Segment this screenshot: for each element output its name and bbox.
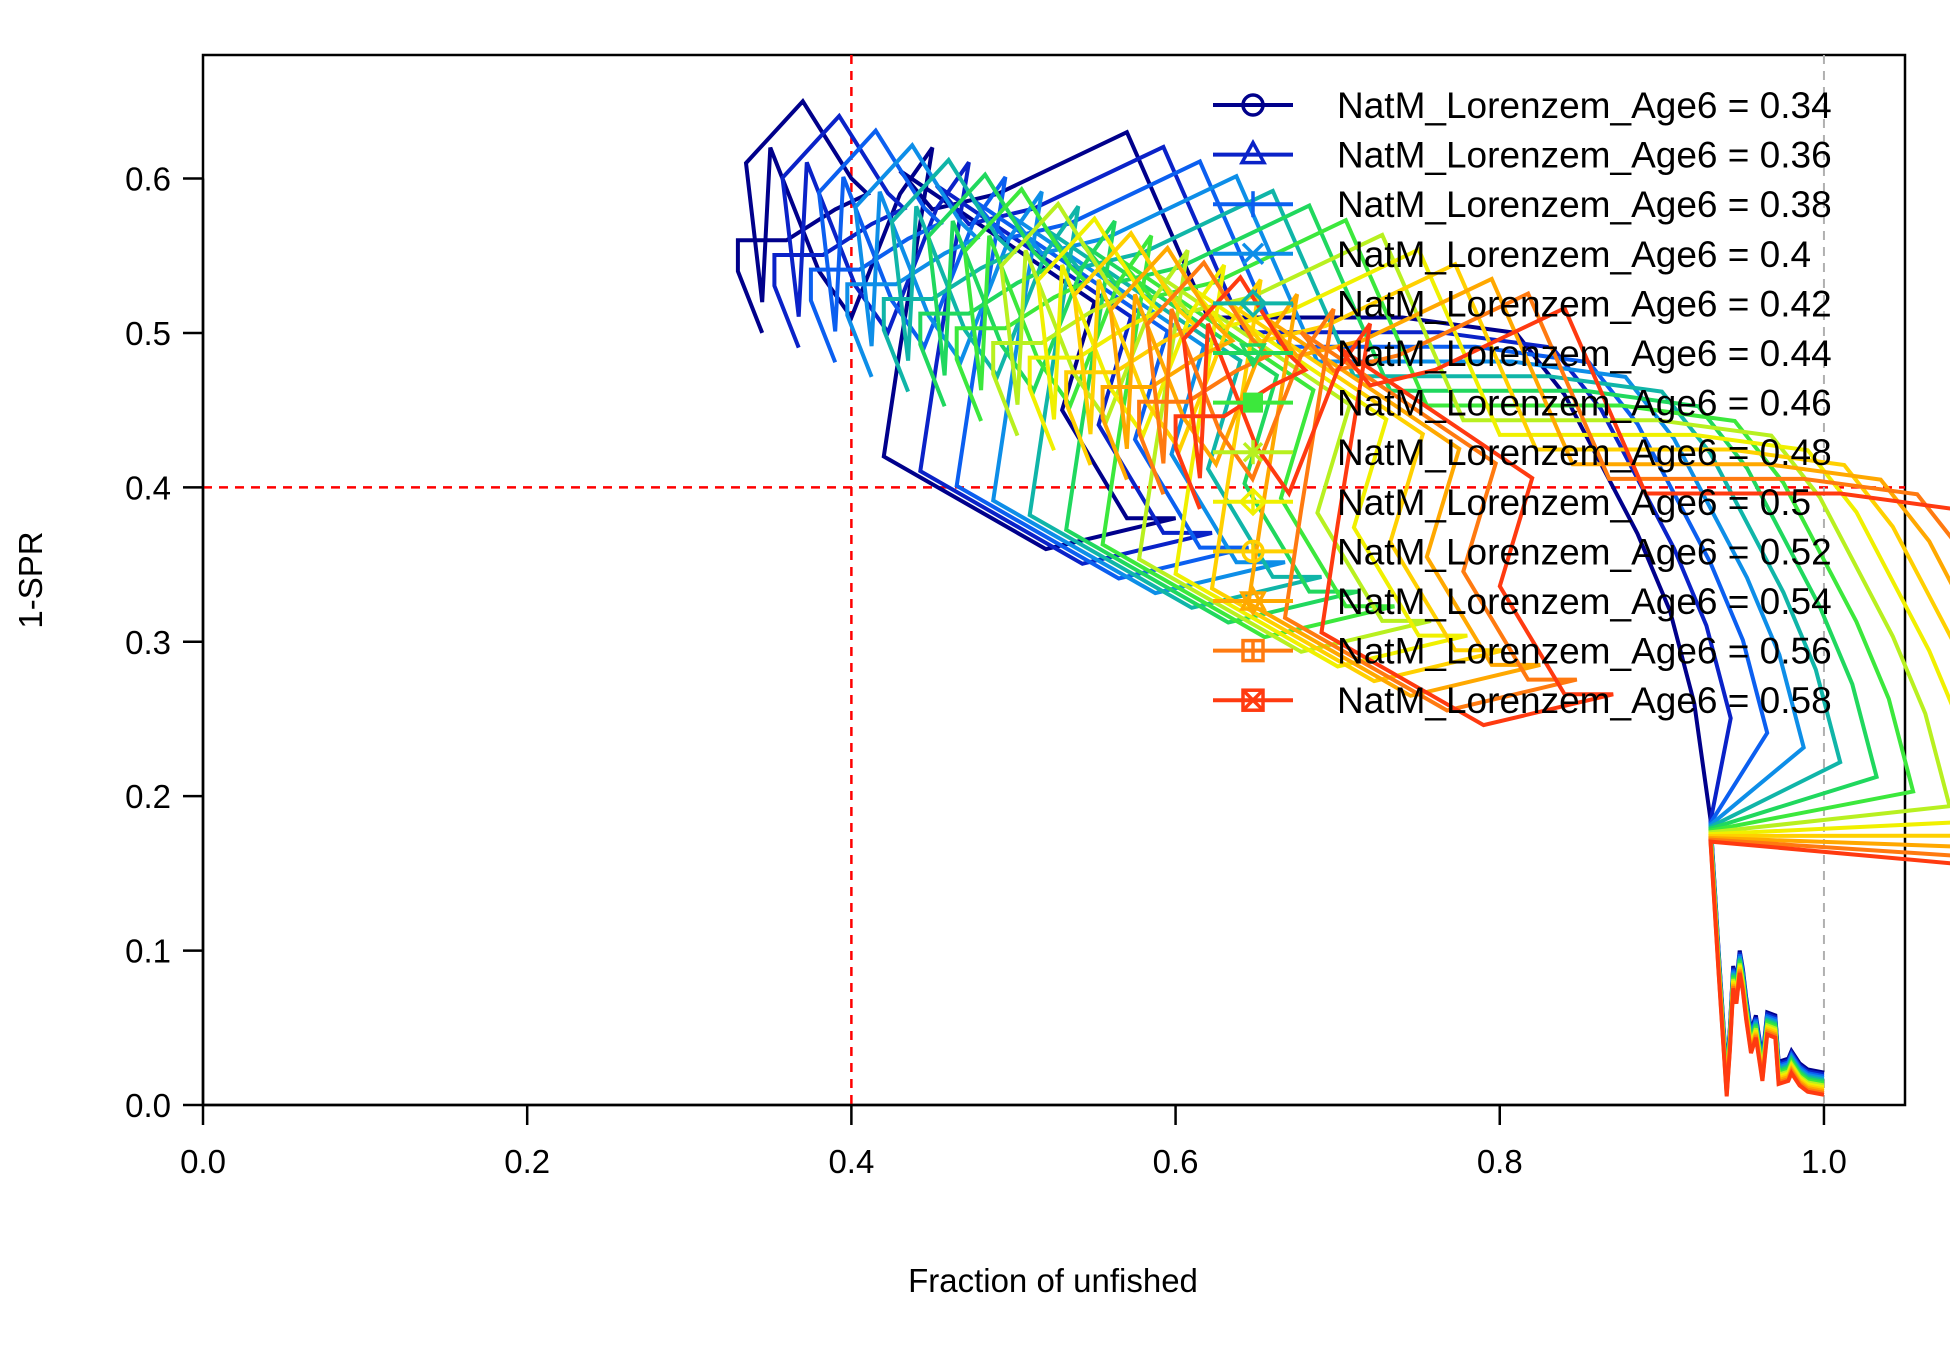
legend-label: NatM_Lorenzem_Age6 = 0.38 (1337, 184, 1832, 225)
legend-marker (1243, 392, 1263, 413)
legend-marker (1239, 585, 1267, 611)
legend-marker (1239, 343, 1267, 369)
legend-label: NatM_Lorenzem_Age6 = 0.48 (1337, 432, 1832, 473)
series-layer (735, 98, 1950, 1097)
legend-marker (1239, 591, 1267, 617)
series-line-11 (1100, 244, 1950, 1094)
legend-marker (1241, 688, 1265, 712)
legend-item: NatM_Lorenzem_Age6 = 0.44 (1213, 333, 1832, 374)
series-line-12 (1137, 259, 1950, 1095)
legend: NatM_Lorenzem_Age6 = 0.34 NatM_Lorenzem_A… (1213, 85, 1832, 721)
legend-label: NatM_Lorenzem_Age6 = 0.4 (1337, 234, 1811, 275)
legend-item: NatM_Lorenzem_Age6 = 0.4 (1213, 234, 1811, 275)
x-axis: 0.0 0.2 0.4 0.6 0.8 1.0 (180, 1103, 1847, 1180)
legend-marker (1241, 688, 1265, 712)
y-axis: 0.0 0.1 0.2 0.3 0.4 0.5 0.6 (125, 161, 205, 1124)
legend-marker (1238, 288, 1268, 318)
series-line-4 (845, 142, 1825, 1081)
x-tick-label: 0.8 (1477, 1143, 1523, 1180)
series-line-6 (918, 171, 1880, 1084)
legend-marker (1241, 93, 1265, 117)
series-line-10 (1064, 230, 1950, 1092)
legend-label: NatM_Lorenzem_Age6 = 0.44 (1337, 333, 1832, 374)
legend-marker (1241, 242, 1265, 266)
legend-marker (1242, 441, 1264, 463)
legend-item: NatM_Lorenzem_Age6 = 0.38 (1213, 184, 1832, 225)
x-tick-label: 1.0 (1801, 1143, 1847, 1180)
legend-label: NatM_Lorenzem_Age6 = 0.56 (1337, 631, 1832, 672)
series-line-1 (735, 98, 1825, 1075)
legend-label: NatM_Lorenzem_Age6 = 0.46 (1337, 383, 1832, 424)
reference-lines (203, 55, 1905, 1105)
series-line-3 (808, 127, 1825, 1079)
x-tick-label: 0.6 (1153, 1143, 1199, 1180)
y-tick-label: 0.1 (125, 933, 171, 970)
legend-label: NatM_Lorenzem_Age6 = 0.54 (1337, 581, 1832, 622)
legend-item: NatM_Lorenzem_Age6 = 0.48 (1213, 432, 1832, 473)
y-tick-label: 0.3 (125, 624, 171, 661)
x-tick-label: 0.2 (504, 1143, 550, 1180)
legend-label: NatM_Lorenzem_Age6 = 0.36 (1337, 135, 1832, 176)
x-axis-label: Fraction of unfished (908, 1262, 1198, 1299)
legend-label: NatM_Lorenzem_Age6 = 0.5 (1337, 482, 1811, 523)
legend-item: NatM_Lorenzem_Age6 = 0.34 (1213, 85, 1832, 126)
legend-label: NatM_Lorenzem_Age6 = 0.52 (1337, 531, 1832, 572)
legend-label: NatM_Lorenzem_Age6 = 0.58 (1337, 680, 1832, 721)
legend-label: NatM_Lorenzem_Age6 = 0.42 (1337, 283, 1832, 324)
y-tick-label: 0.4 (125, 469, 171, 506)
y-tick-label: 0.5 (125, 315, 171, 352)
y-tick-label: 0.2 (125, 778, 171, 815)
series-line-7 (954, 186, 1916, 1086)
legend-item: NatM_Lorenzem_Age6 = 0.56 (1213, 631, 1832, 672)
legend-marker (1239, 138, 1267, 165)
legend-item: NatM_Lorenzem_Age6 = 0.52 (1213, 531, 1832, 572)
x-tick-label: 0.4 (828, 1143, 874, 1180)
y-tick-label: 0.0 (125, 1087, 171, 1124)
legend-item: NatM_Lorenzem_Age6 = 0.36 (1213, 135, 1832, 176)
legend-item: NatM_Lorenzem_Age6 = 0.5 (1213, 482, 1811, 523)
series-line-9 (1027, 215, 1950, 1090)
x-tick-label: 0.0 (180, 1143, 226, 1180)
legend-item: NatM_Lorenzem_Age6 = 0.46 (1213, 383, 1832, 424)
series-line-13 (1173, 274, 1950, 1097)
legend-item: NatM_Lorenzem_Age6 = 0.42 (1213, 283, 1832, 324)
legend-label: NatM_Lorenzem_Age6 = 0.34 (1337, 85, 1832, 126)
series-line-5 (881, 156, 1843, 1082)
y-axis-label: 1-SPR (12, 531, 49, 628)
legend-item: NatM_Lorenzem_Age6 = 0.54 (1213, 581, 1832, 622)
y-tick-label: 0.6 (125, 161, 171, 198)
series-line-8 (991, 200, 1950, 1088)
legend-item: NatM_Lorenzem_Age6 = 0.58 (1213, 680, 1832, 721)
series-line-2 (772, 112, 1825, 1077)
